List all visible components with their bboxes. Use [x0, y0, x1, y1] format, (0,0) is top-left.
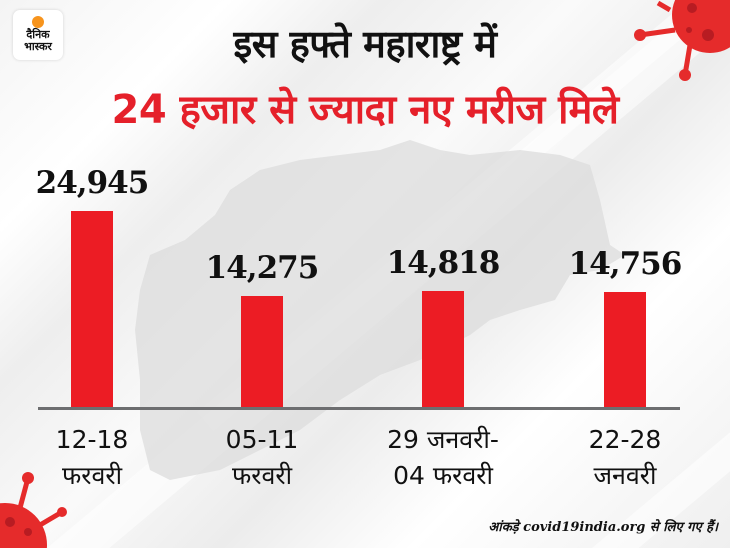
x-label-line2: 04 फरवरी	[393, 461, 493, 490]
logo-text-line2: भास्कर	[24, 40, 52, 53]
x-label-line1: 05-11	[225, 425, 299, 454]
x-axis-label: 05-11 फरवरी	[172, 422, 352, 494]
dainik-bhaskar-logo: दैनिक भास्कर	[13, 10, 63, 60]
x-label-line2: फरवरी	[61, 461, 123, 490]
virus-icon	[630, 0, 730, 90]
x-axis-label: 29 जनवरी- 04 फरवरी	[353, 422, 533, 494]
x-axis-label: 22-28 जनवरी	[535, 422, 715, 494]
logo-text-line1: दैनिक	[26, 28, 50, 41]
data-source-note: आंकड़े covid19india.org से लिए गए हैं।	[488, 520, 718, 535]
bar-value-label: 14,756	[568, 246, 683, 282]
x-label-line2: जनवरी	[593, 461, 657, 490]
x-axis-baseline	[38, 407, 680, 410]
x-label-line1: 29 जनवरी-	[387, 425, 499, 454]
bar-29jan-04feb	[422, 291, 464, 408]
bar-12-18-feb	[71, 211, 113, 408]
x-label-line2: फरवरी	[231, 461, 293, 490]
title-line2: 24 हजार से ज्यादा नए मरीज मिले	[111, 87, 619, 133]
bar-22-28-jan	[604, 292, 646, 408]
bar-05-11-feb	[241, 296, 283, 408]
logo-sun-icon	[32, 16, 44, 28]
virus-icon	[0, 470, 70, 548]
bar-value-label: 14,818	[386, 245, 501, 281]
x-axis-label: 12-18 फरवरी	[2, 422, 182, 494]
x-label-line1: 12-18	[55, 425, 129, 454]
title-line1: इस हफ्ते महाराष्ट्र में	[233, 22, 497, 66]
x-label-line1: 22-28	[588, 425, 662, 454]
bar-value-label: 14,275	[205, 250, 320, 286]
bar-value-label: 24,945	[35, 165, 150, 201]
